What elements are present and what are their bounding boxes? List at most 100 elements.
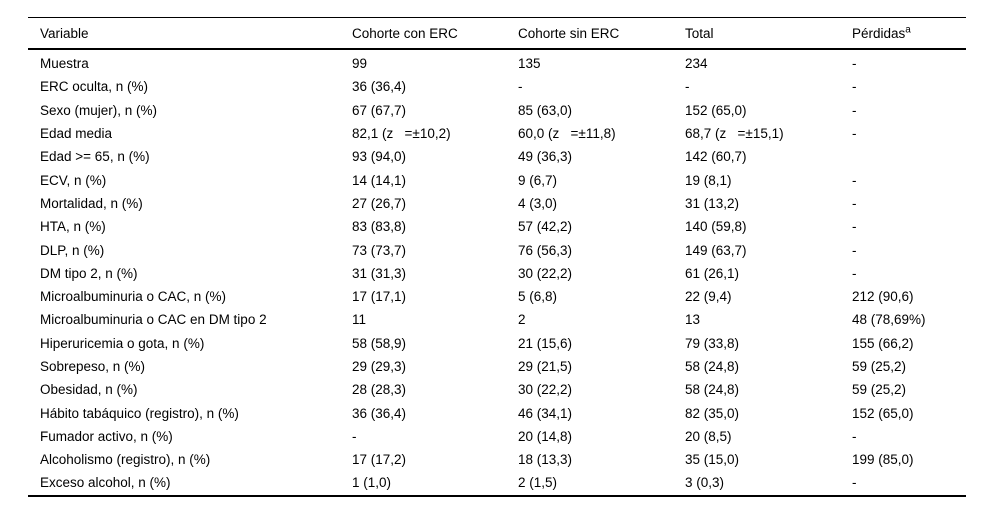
cell-perdidas: 212 (90,6)	[852, 289, 914, 305]
cell-perdidas: -	[852, 56, 857, 72]
table-row: Exceso alcohol, n (%) 1 (1,0) 2 (1,5) 3 (0,…	[28, 471, 966, 495]
cell-total: 142 (60,7)	[685, 149, 747, 165]
col-header-variable: Variable	[28, 17, 340, 50]
col-header-perdidas: Pérdidasa	[840, 17, 966, 50]
cell-cohorte-con-erc: 58 (58,9)	[352, 335, 407, 351]
cell-variable: Muestra	[40, 56, 89, 72]
cell-cohorte-sin-erc: 30 (22,2)	[518, 382, 573, 398]
cell-total: -	[685, 79, 690, 95]
cell-cohorte-sin-erc: 2	[518, 312, 526, 328]
cell-cohorte-con-erc: 73 (73,7)	[352, 242, 407, 258]
cell-total: 68,7 (z =±15,1)	[685, 126, 784, 142]
footnote-marker-a: a	[905, 24, 911, 35]
cell-variable: Microalbuminuria o CAC, n (%)	[40, 289, 227, 305]
cell-total: 13	[685, 312, 701, 328]
cell-total: 58 (24,8)	[685, 359, 740, 374]
table-row: Sobrepeso, n (%) 29 (29,3) 29 (21,5) 58 (24…	[28, 355, 966, 378]
cell-variable: Obesidad, n (%)	[40, 382, 138, 398]
table-row: Alcoholismo (registro), n (%) 17 (17,2) 18…	[28, 448, 966, 471]
cell-variable: Mortalidad, n (%)	[40, 195, 143, 211]
cell-variable: Microalbuminuria o CAC en DM tipo 2	[40, 312, 267, 328]
cell-cohorte-con-erc: 82,1 (z =±10,2)	[352, 126, 451, 142]
col-header-cohorte-con-erc: Cohorte con ERC	[340, 17, 506, 50]
cell-total: 3 (0,3)	[685, 475, 725, 491]
cell-variable: Sobrepeso, n (%)	[40, 359, 146, 374]
cell-cohorte-sin-erc: 85 (63,0)	[518, 102, 573, 118]
cell-cohorte-sin-erc: 4 (3,0)	[518, 195, 558, 211]
cell-cohorte-con-erc: 27 (26,7)	[352, 195, 407, 211]
cell-cohorte-con-erc: 28 (28,3)	[352, 382, 407, 398]
table-body: Muestra 99 135 234 - ERC oculta, n (%) 36 (36,…	[28, 49, 966, 496]
cell-total: 35 (15,0)	[685, 452, 740, 468]
table-row: HTA, n (%) 83 (83,8) 57 (42,2) 140 (59,8) -	[28, 215, 966, 238]
cell-cohorte-con-erc: 36 (36,4)	[352, 405, 407, 421]
cell-variable: Hiperuricemia o gota, n (%)	[40, 335, 205, 351]
cell-perdidas: 48 (78,69%)	[852, 312, 926, 328]
table-row: Obesidad, n (%) 28 (28,3) 30 (22,2) 58 (24,…	[28, 378, 966, 401]
table-row: Hábito tabáquico (registro), n (%) 36 (36…	[28, 401, 966, 424]
cell-perdidas	[840, 145, 966, 168]
cell-cohorte-con-erc: 17 (17,2)	[352, 452, 407, 468]
cell-total: 140 (59,8)	[685, 219, 747, 235]
table-row: Fumador activo, n (%) - 20 (14,8) 20 (8,5) -	[28, 425, 966, 448]
cell-cohorte-con-erc: 11	[352, 312, 367, 328]
cell-total: 22 (9,4)	[685, 289, 732, 305]
table-row: DM tipo 2, n (%) 31 (31,3) 30 (22,2) 61 (26…	[28, 262, 966, 285]
cell-perdidas: 152 (65,0)	[852, 405, 914, 421]
cell-variable: Edad media	[40, 126, 113, 142]
cell-cohorte-con-erc: 99	[352, 56, 368, 72]
col-header-total: Total	[673, 17, 840, 50]
table-row: ERC oculta, n (%) 36 (36,4) - - -	[28, 75, 966, 98]
cell-cohorte-con-erc: 36 (36,4)	[352, 79, 407, 95]
cell-total: 31 (13,2)	[685, 195, 740, 211]
cell-variable: DM tipo 2, n (%)	[40, 265, 138, 281]
cell-cohorte-sin-erc: -	[518, 79, 523, 95]
table-row: Sexo (mujer), n (%) 67 (67,7) 85 (63,0) 152…	[28, 99, 966, 122]
cell-cohorte-sin-erc: 135	[518, 56, 541, 72]
cell-variable: Alcoholismo (registro), n (%)	[40, 452, 211, 468]
cell-perdidas: 59 (25,2)	[852, 359, 907, 374]
table-row: Microalbuminuria o CAC, n (%) 17 (17,1) 5 …	[28, 285, 966, 308]
cell-cohorte-con-erc: 83 (83,8)	[352, 219, 407, 235]
cell-perdidas: -	[852, 102, 857, 118]
cell-cohorte-sin-erc: 76 (56,3)	[518, 242, 573, 258]
cell-cohorte-sin-erc: 30 (22,2)	[518, 265, 573, 281]
cell-variable: DLP, n (%)	[40, 242, 105, 258]
cell-total: 20 (8,5)	[685, 428, 732, 444]
cell-cohorte-sin-erc: 49 (36,3)	[518, 149, 573, 165]
cell-perdidas: -	[852, 195, 857, 211]
cell-perdidas: -	[852, 475, 857, 491]
cell-perdidas: 59 (25,2)	[852, 382, 907, 398]
cell-perdidas: 199 (85,0)	[852, 452, 914, 468]
cell-variable: Hábito tabáquico (registro), n (%)	[40, 405, 239, 421]
table-row: Microalbuminuria o CAC en DM tipo 2 11 2 13…	[28, 308, 966, 331]
table-row: DLP, n (%) 73 (73,7) 76 (56,3) 149 (63,7) -	[28, 238, 966, 261]
cell-cohorte-con-erc: 31 (31,3)	[352, 265, 407, 281]
cell-cohorte-con-erc: 14 (14,1)	[352, 172, 407, 188]
cell-variable: ERC oculta, n (%)	[40, 79, 149, 95]
cell-cohorte-sin-erc: 18 (13,3)	[518, 452, 573, 468]
cell-cohorte-con-erc: -	[352, 428, 357, 444]
cell-cohorte-sin-erc: 29 (21,5)	[518, 359, 573, 374]
table-row: Edad media 82,1 (z =±10,2) 60,0 (z =±11,8)…	[28, 122, 966, 145]
cell-cohorte-sin-erc: 9 (6,7)	[518, 172, 558, 188]
cell-cohorte-con-erc: 93 (94,0)	[352, 149, 407, 165]
cell-total: 61 (26,1)	[685, 265, 740, 281]
cell-cohorte-sin-erc: 46 (34,1)	[518, 405, 573, 421]
cell-variable: HTA, n (%)	[40, 219, 106, 235]
table-row: Hiperuricemia o gota, n (%) 58 (58,9) 21 (…	[28, 332, 966, 355]
cell-total: 234	[685, 56, 708, 72]
cell-cohorte-sin-erc: 20 (14,8)	[518, 428, 573, 444]
cell-total: 152 (65,0)	[685, 102, 747, 118]
col-header-perdidas-label: Pérdidas	[852, 25, 906, 41]
cell-perdidas: -	[852, 126, 857, 142]
cell-cohorte-sin-erc: 60,0 (z =±11,8)	[518, 126, 616, 142]
cell-cohorte-sin-erc: 5 (6,8)	[518, 289, 558, 305]
cell-cohorte-con-erc: 29 (29,3)	[352, 359, 407, 374]
header-row: Variable Cohorte con ERC Cohorte sin ERC…	[28, 17, 966, 50]
cell-cohorte-con-erc: 1 (1,0)	[352, 475, 392, 491]
cell-cohorte-con-erc: 67 (67,7)	[352, 102, 407, 118]
cell-total: 149 (63,7)	[685, 242, 747, 258]
cell-cohorte-sin-erc: 57 (42,2)	[518, 219, 573, 235]
cell-cohorte-sin-erc: 2 (1,5)	[518, 475, 558, 491]
